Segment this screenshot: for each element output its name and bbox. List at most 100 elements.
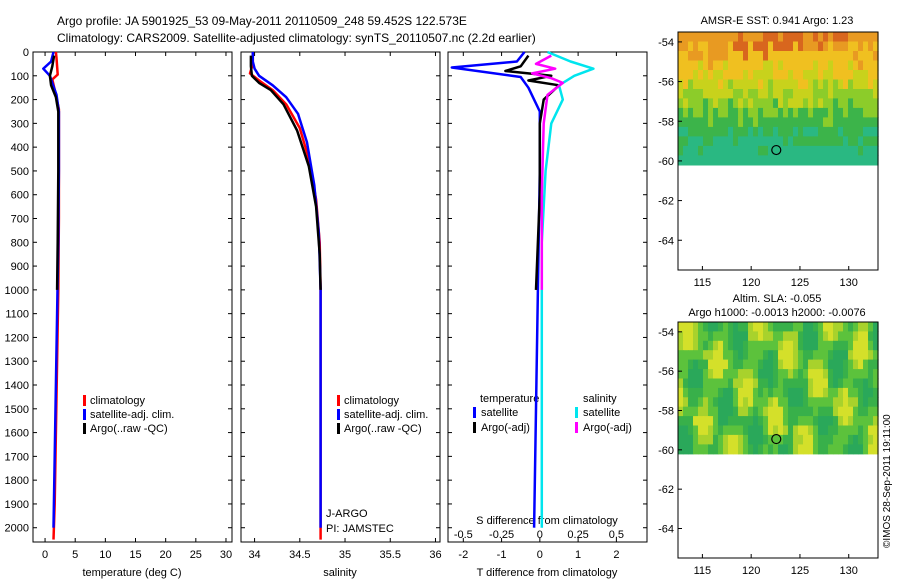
map-cell — [853, 350, 859, 361]
map-cell — [683, 89, 689, 100]
map-y-tick-label: -56 — [658, 77, 674, 89]
map-cell — [823, 359, 829, 370]
map-cell — [728, 444, 734, 455]
map-cell — [833, 331, 839, 342]
map-cell — [688, 98, 694, 109]
map-cell — [723, 32, 729, 43]
map-cell — [688, 331, 694, 342]
map-cell — [768, 126, 774, 137]
map-cell — [753, 359, 759, 370]
map-cell — [703, 32, 709, 43]
map-cell — [868, 331, 874, 342]
map-cell — [683, 406, 689, 417]
map-cell — [808, 70, 814, 81]
map-cell — [683, 98, 689, 109]
map-cell — [728, 32, 734, 43]
map-cell — [683, 107, 689, 118]
map-cell — [868, 126, 874, 137]
map-cell — [868, 425, 874, 436]
y-tick-label: 1200 — [5, 332, 29, 344]
map-cell — [793, 41, 799, 52]
map-cell — [833, 369, 839, 380]
map-cell — [873, 322, 879, 332]
map-cell — [788, 98, 794, 109]
map-cell — [678, 359, 684, 370]
map-cell — [798, 60, 804, 71]
map-cell — [853, 331, 859, 342]
map-cell — [788, 126, 794, 137]
map-cell — [688, 416, 694, 427]
map-cell — [828, 41, 834, 52]
y-tick-label: 1800 — [5, 475, 29, 487]
map-cell — [788, 60, 794, 71]
map-cell — [808, 89, 814, 100]
map-cell — [728, 359, 734, 370]
map-cell — [843, 145, 849, 156]
map-cell — [688, 60, 694, 71]
map-cell — [793, 425, 799, 436]
map-y-tick-label: -56 — [658, 366, 674, 378]
map-cell — [733, 350, 739, 361]
map-cell — [858, 387, 864, 398]
map-cell — [688, 89, 694, 100]
map-cell — [863, 378, 869, 389]
y-tick-label: 0 — [23, 47, 29, 59]
map-cell — [783, 32, 789, 43]
map-cell — [773, 434, 779, 445]
map-cell — [803, 444, 809, 455]
map-cell — [853, 117, 859, 128]
map-cell — [838, 136, 844, 147]
map-cell — [858, 444, 864, 455]
map-cell — [823, 89, 829, 100]
map-cell — [833, 107, 839, 118]
map-cell — [763, 434, 769, 445]
map-cell — [783, 107, 789, 118]
map-cell — [793, 107, 799, 118]
map-cell — [873, 32, 879, 43]
map-cell — [848, 444, 854, 455]
map-cell — [738, 340, 744, 351]
map-cell — [788, 434, 794, 445]
map-cell — [748, 425, 754, 436]
map-cell — [848, 70, 854, 81]
map-cell — [688, 369, 694, 380]
map-cell — [768, 444, 774, 455]
x-tick-label: 35.5 — [380, 549, 401, 561]
map-cell — [758, 79, 764, 90]
map-cell — [678, 89, 684, 100]
map-cell — [753, 322, 759, 332]
map-cell — [693, 387, 699, 398]
map-cell — [678, 434, 684, 445]
map-cell — [798, 98, 804, 109]
map-cell — [703, 387, 709, 398]
plot-frame — [32, 51, 233, 543]
map-cell — [833, 416, 839, 427]
map-cell — [793, 51, 799, 62]
legend-group-salinity: salinity — [583, 393, 617, 405]
map-cell — [783, 98, 789, 109]
map-cell — [743, 378, 749, 389]
map-cell — [708, 331, 714, 342]
map-cell — [828, 136, 834, 147]
map-cell — [773, 60, 779, 71]
map-cell — [678, 378, 684, 389]
map-cell — [793, 322, 799, 332]
series-line-argoadj — [530, 54, 565, 290]
map-cell — [788, 41, 794, 52]
map-cell — [863, 107, 869, 118]
map-y-tick-label: -58 — [658, 116, 674, 128]
map-cell — [833, 117, 839, 128]
map-cell — [688, 340, 694, 351]
map-cell — [683, 70, 689, 81]
map-cell — [858, 126, 864, 137]
map-cell — [873, 387, 879, 398]
map-cell — [758, 378, 764, 389]
map-cell — [798, 107, 804, 118]
map-cell — [778, 98, 784, 109]
map-cell — [808, 434, 814, 445]
y-tick-label: 700 — [11, 214, 29, 226]
map-cell — [723, 359, 729, 370]
x-tick-label: 35 — [339, 549, 351, 561]
map-cell — [788, 89, 794, 100]
map-cell — [733, 322, 739, 332]
